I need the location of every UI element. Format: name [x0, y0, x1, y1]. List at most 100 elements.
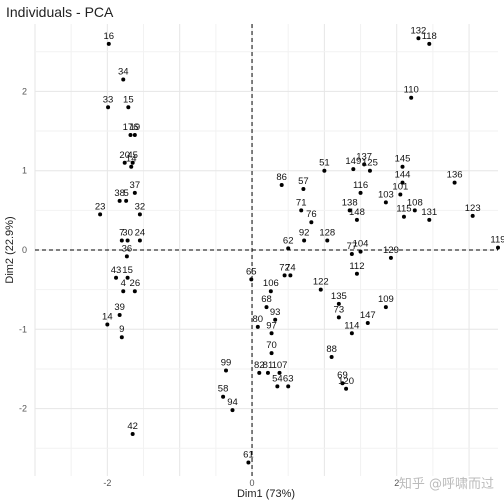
chart-title: Individuals - PCA	[6, 4, 114, 20]
point-label: 14	[102, 312, 113, 323]
point-label: 77	[347, 241, 358, 252]
point-label: 15	[122, 265, 133, 276]
point-label: 70	[266, 340, 277, 351]
data-point	[269, 331, 274, 336]
data-point	[132, 190, 137, 195]
data-point	[129, 164, 134, 169]
data-point	[322, 168, 327, 173]
point-label: 72	[279, 262, 290, 273]
y-tick-label: 2	[22, 86, 27, 96]
data-point	[230, 408, 235, 413]
point-label: 131	[421, 207, 437, 218]
data-point	[255, 324, 260, 329]
point-label: 68	[261, 294, 272, 305]
point-label: 14	[126, 154, 137, 165]
data-point	[299, 208, 304, 213]
data-point	[358, 190, 363, 195]
data-point	[496, 245, 500, 250]
point-label: 76	[306, 209, 317, 220]
data-point	[130, 160, 135, 165]
tick-labels: -2 0 2 -2 -1 0 1 2	[19, 86, 399, 488]
data-point	[336, 315, 341, 320]
data-point	[388, 255, 393, 260]
point-label: 54	[272, 373, 283, 384]
data-point	[221, 394, 226, 399]
point-label: 81	[263, 360, 274, 371]
data-point	[282, 273, 287, 278]
data-point	[309, 220, 314, 225]
data-point	[365, 320, 370, 325]
point-label: 101	[392, 181, 408, 192]
data-point	[132, 289, 137, 294]
y-tick-label: -1	[19, 324, 27, 334]
point-label: 57	[298, 176, 309, 187]
data-point	[106, 41, 111, 46]
point-label: 80	[253, 314, 264, 325]
data-point	[124, 254, 129, 259]
data-point	[275, 384, 280, 389]
reference-lines	[35, 24, 498, 476]
point-label: 97	[266, 320, 277, 331]
point-label: 135	[331, 291, 347, 302]
point-label: 43	[111, 265, 122, 276]
point-label: 123	[465, 203, 481, 214]
data-point	[264, 305, 269, 310]
point-label: 129	[383, 245, 399, 256]
point-label: 74	[285, 262, 296, 273]
data-point	[114, 275, 119, 280]
data-point	[344, 386, 349, 391]
data-point	[409, 95, 414, 100]
point-label: 39	[114, 302, 125, 313]
data-point	[383, 305, 388, 310]
data-point	[125, 275, 130, 280]
y-tick-label: -2	[19, 404, 27, 414]
data-point	[126, 105, 131, 110]
point-label: 30	[122, 227, 133, 238]
point-label: 93	[270, 307, 281, 318]
data-point	[223, 368, 228, 373]
data-point	[302, 238, 307, 243]
data-point	[121, 77, 126, 82]
data-point	[358, 249, 363, 254]
point-label: 94	[227, 397, 238, 408]
data-point	[105, 322, 110, 327]
point-label: 24	[135, 227, 146, 238]
data-point	[117, 313, 122, 318]
point-label: 144	[395, 170, 411, 181]
y-tick-label: 1	[22, 166, 27, 176]
point-label: 51	[319, 158, 330, 169]
data-point	[257, 370, 262, 375]
data-point	[336, 301, 341, 306]
data-point	[398, 192, 403, 197]
point-label: 26	[130, 278, 141, 289]
data-point	[400, 164, 405, 169]
point-label: 99	[221, 358, 232, 369]
data-point	[269, 351, 274, 356]
x-axis-title: Dim1 (73%)	[237, 488, 295, 500]
point-label: 112	[349, 261, 364, 272]
point-label: 36	[122, 243, 133, 254]
point-label: 145	[395, 154, 411, 165]
x-tick-label: -2	[103, 478, 111, 488]
point-label: 136	[447, 170, 463, 181]
data-point	[362, 162, 367, 167]
point-label: 122	[313, 277, 329, 288]
point-label: 71	[296, 197, 307, 208]
data-point	[325, 238, 330, 243]
data-point	[354, 217, 359, 222]
point-label: 148	[349, 207, 365, 218]
point-label: 15	[123, 94, 134, 105]
point-label: 132	[410, 25, 426, 36]
point-label: 86	[276, 172, 287, 183]
point-label: 108	[407, 197, 423, 208]
x-tick-label: 2	[394, 478, 399, 488]
point-label: 107	[272, 360, 288, 371]
point-label: 120	[338, 376, 354, 387]
point-label: 110	[404, 85, 419, 96]
data-point	[119, 335, 124, 340]
point-label: 118	[422, 31, 437, 42]
point-label: 4	[121, 278, 126, 289]
data-point	[246, 460, 251, 465]
data-point	[106, 105, 111, 110]
data-point	[286, 384, 291, 389]
